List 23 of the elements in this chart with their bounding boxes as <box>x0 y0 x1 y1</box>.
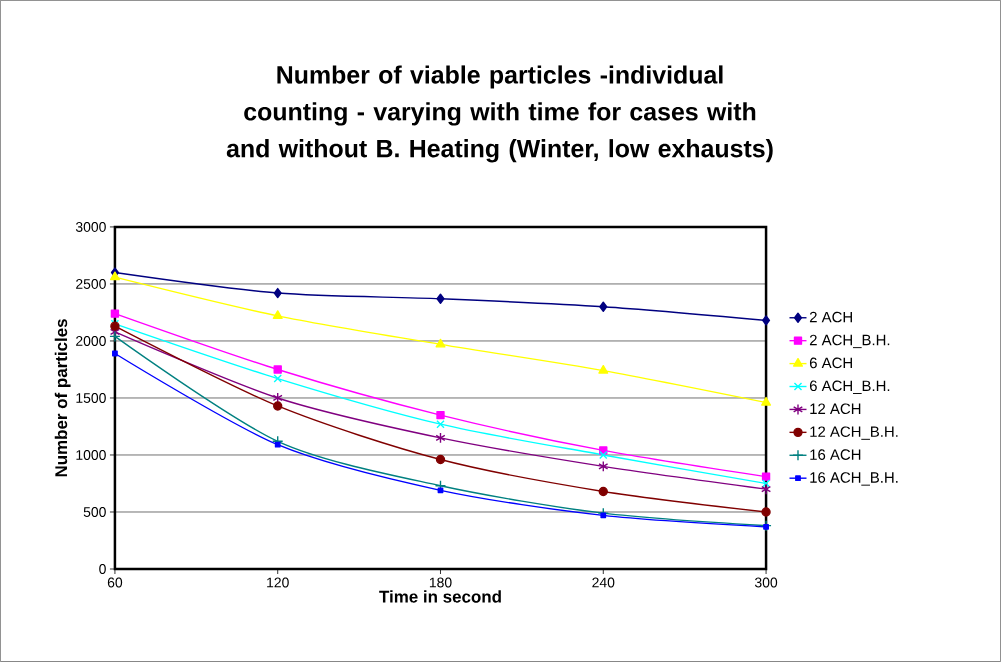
y-tick-label: 1500 <box>76 393 106 403</box>
x-tick-label: 180 <box>429 577 452 588</box>
x-tick-label: 300 <box>754 577 778 588</box>
chart-title: Number of viable particles -individual counting - varying with time for cases with and without B. Heating (Winter, low exhausts) <box>226 65 773 163</box>
x-tick-label: 120 <box>267 577 289 588</box>
x-tick-label: 240 <box>592 577 615 588</box>
y-tick-label: 2500 <box>76 279 106 289</box>
legend-label: 6 ACH_B.H. <box>809 380 890 394</box>
x-axis-title: Time in second <box>379 590 501 603</box>
legend-label: 6 ACH <box>809 357 852 369</box>
legend-label: 2 ACH <box>809 311 852 323</box>
legend-label: 16 ACH_B.H. <box>810 472 898 486</box>
y-tick-label: 1000 <box>76 450 106 460</box>
legend-label: 12 ACH_B.H. <box>810 426 898 440</box>
y-axis-title: Number of particles <box>54 319 71 477</box>
legend-label: 12 ACH <box>810 403 861 415</box>
legend-label: 2 ACH_B.H. <box>809 334 890 349</box>
legend-label: 16 ACH <box>810 449 861 460</box>
y-tick-label: 2000 <box>76 336 106 346</box>
x-tick-label: 60 <box>107 577 123 588</box>
y-tick-label: 3000 <box>75 222 106 232</box>
y-tick-label: 500 <box>83 507 106 517</box>
y-tick-label: 0 <box>99 564 106 574</box>
